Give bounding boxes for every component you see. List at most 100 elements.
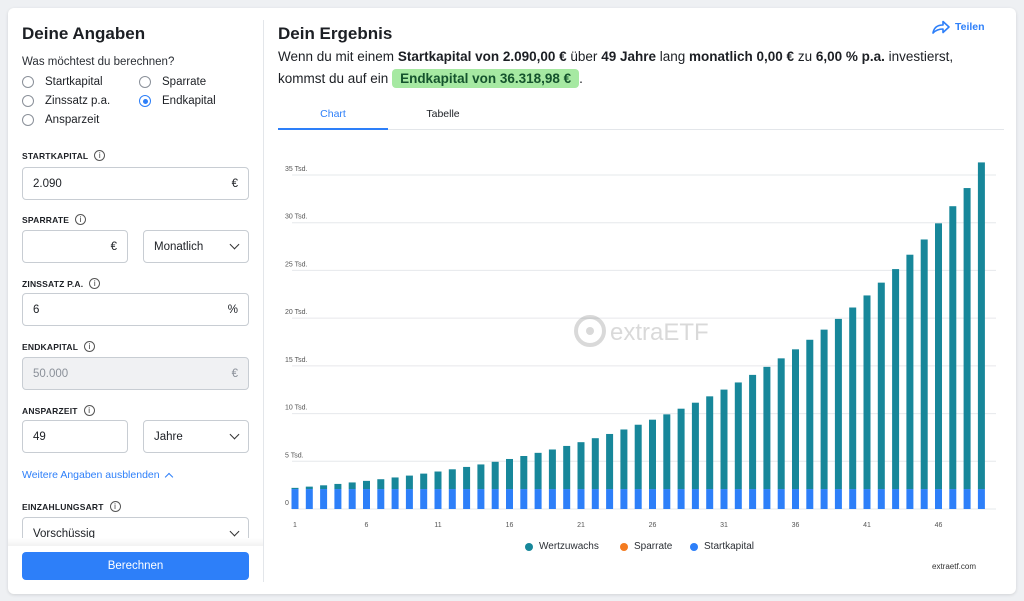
legend-startkapital[interactable]: Startkapital	[690, 541, 754, 552]
bar-wertzuwachs[interactable]	[849, 307, 857, 490]
radio-endkapital[interactable]: Endkapital	[139, 95, 216, 107]
bar-wertzuwachs[interactable]	[649, 419, 656, 490]
info-icon[interactable]: i	[89, 278, 101, 289]
bar-startkapital[interactable]	[448, 489, 456, 509]
input-scroll-area[interactable]: Deine Angaben Was möchtest du berechnen?…	[22, 24, 250, 538]
bar-startkapital[interactable]	[548, 489, 556, 509]
bar-wertzuwachs[interactable]	[391, 477, 399, 490]
bar-wertzuwachs[interactable]	[963, 188, 971, 490]
bar-startkapital[interactable]	[591, 489, 599, 509]
bar-wertzuwachs[interactable]	[491, 461, 499, 490]
bar-startkapital[interactable]	[706, 489, 714, 509]
bar-wertzuwachs[interactable]	[506, 458, 513, 490]
bar-startkapital[interactable]	[534, 489, 542, 509]
info-icon[interactable]: i	[84, 341, 96, 352]
bar-wertzuwachs[interactable]	[949, 206, 957, 490]
bar-wertzuwachs[interactable]	[348, 482, 356, 490]
bar-startkapital[interactable]	[863, 489, 871, 509]
bar-wertzuwachs[interactable]	[691, 402, 699, 490]
bar-wertzuwachs[interactable]	[405, 475, 413, 490]
bar-startkapital[interactable]	[391, 489, 399, 509]
bar-startkapital[interactable]	[305, 489, 313, 509]
bar-startkapital[interactable]	[291, 489, 299, 509]
ansparzeit-unit-select[interactable]: Jahre	[143, 420, 249, 453]
bar-startkapital[interactable]	[363, 489, 370, 509]
bar-startkapital[interactable]	[577, 489, 585, 509]
bar-startkapital[interactable]	[977, 489, 985, 509]
radio-startkapital[interactable]: Startkapital	[22, 76, 103, 88]
bar-wertzuwachs[interactable]	[420, 473, 428, 490]
bar-wertzuwachs[interactable]	[577, 442, 585, 490]
bar-wertzuwachs[interactable]	[620, 429, 628, 490]
bar-wertzuwachs[interactable]	[749, 374, 757, 490]
bar-wertzuwachs[interactable]	[463, 466, 471, 490]
bar-startkapital[interactable]	[477, 489, 485, 509]
sparrate-interval-select[interactable]: Monatlich	[143, 230, 249, 263]
bar-startkapital[interactable]	[434, 489, 442, 509]
bar-wertzuwachs[interactable]	[792, 349, 799, 490]
bar-wertzuwachs[interactable]	[763, 366, 771, 490]
bar-wertzuwachs[interactable]	[520, 455, 528, 490]
info-icon[interactable]: i	[83, 405, 95, 416]
bar-startkapital[interactable]	[963, 489, 971, 509]
bar-startkapital[interactable]	[935, 489, 942, 509]
bar-wertzuwachs[interactable]	[434, 471, 442, 490]
bar-startkapital[interactable]	[506, 489, 513, 509]
bar-wertzuwachs[interactable]	[677, 408, 685, 490]
bar-wertzuwachs[interactable]	[892, 269, 900, 490]
bar-startkapital[interactable]	[606, 489, 614, 509]
tab-chart[interactable]: Chart	[278, 108, 388, 130]
bar-startkapital[interactable]	[377, 489, 385, 509]
bar-startkapital[interactable]	[734, 489, 742, 509]
bar-wertzuwachs[interactable]	[935, 223, 942, 490]
bar-startkapital[interactable]	[792, 489, 799, 509]
bar-startkapital[interactable]	[777, 489, 785, 509]
bar-wertzuwachs[interactable]	[863, 295, 871, 490]
bar-wertzuwachs[interactable]	[706, 396, 714, 490]
bar-startkapital[interactable]	[405, 489, 413, 509]
radio-zinssatz[interactable]: Zinssatz p.a.	[22, 95, 110, 107]
bar-wertzuwachs[interactable]	[906, 254, 914, 490]
bar-startkapital[interactable]	[563, 489, 571, 509]
share-button[interactable]: Teilen	[932, 20, 985, 34]
info-icon[interactable]: i	[75, 214, 87, 225]
ansparzeit-input[interactable]: 49	[22, 420, 128, 453]
berechnen-button[interactable]: Berechnen	[22, 552, 249, 580]
bar-startkapital[interactable]	[520, 489, 528, 509]
legend-wertzuwachs[interactable]: Wertzuwachs	[525, 541, 599, 552]
bar-startkapital[interactable]	[649, 489, 656, 509]
bar-wertzuwachs[interactable]	[877, 282, 885, 490]
bar-wertzuwachs[interactable]	[634, 424, 642, 490]
bar-wertzuwachs[interactable]	[334, 483, 342, 490]
radio-ansparzeit[interactable]: Ansparzeit	[22, 114, 99, 126]
bar-startkapital[interactable]	[720, 489, 728, 509]
bar-wertzuwachs[interactable]	[820, 329, 828, 490]
bar-wertzuwachs[interactable]	[477, 464, 485, 490]
bar-startkapital[interactable]	[677, 489, 685, 509]
legend-sparrate[interactable]: Sparrate	[620, 541, 672, 552]
tab-tabelle[interactable]: Tabelle	[426, 108, 460, 120]
bar-startkapital[interactable]	[320, 489, 328, 509]
einzahlungsart-select[interactable]: Vorschüssig	[22, 517, 249, 538]
bar-startkapital[interactable]	[892, 489, 900, 509]
bar-startkapital[interactable]	[620, 489, 628, 509]
bar-startkapital[interactable]	[663, 489, 671, 509]
bar-startkapital[interactable]	[334, 489, 342, 509]
bar-startkapital[interactable]	[634, 489, 642, 509]
bar-wertzuwachs[interactable]	[777, 358, 785, 490]
toggle-more-fields-link[interactable]: Weitere Angaben ausblenden	[22, 469, 173, 481]
bar-wertzuwachs[interactable]	[363, 480, 370, 490]
bar-wertzuwachs[interactable]	[534, 452, 542, 490]
bar-wertzuwachs[interactable]	[305, 486, 313, 490]
bar-startkapital[interactable]	[920, 489, 928, 509]
bar-startkapital[interactable]	[749, 489, 757, 509]
bar-startkapital[interactable]	[820, 489, 828, 509]
bar-startkapital[interactable]	[949, 489, 957, 509]
radio-sparrate[interactable]: Sparrate	[139, 76, 206, 88]
bar-wertzuwachs[interactable]	[806, 339, 814, 490]
bar-wertzuwachs[interactable]	[591, 438, 599, 490]
bar-wertzuwachs[interactable]	[734, 382, 742, 490]
bar-startkapital[interactable]	[348, 489, 356, 509]
bar-startkapital[interactable]	[491, 489, 499, 509]
bar-wertzuwachs[interactable]	[720, 389, 728, 490]
